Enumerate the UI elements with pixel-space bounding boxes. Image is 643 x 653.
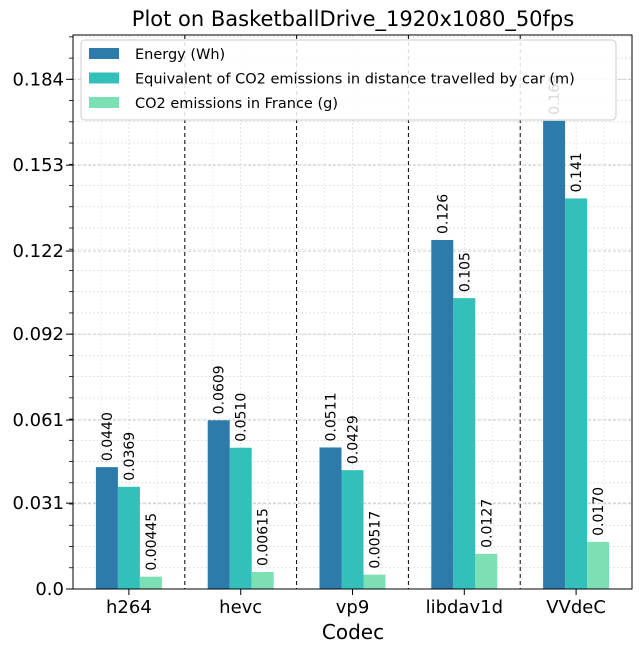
y-axis: 0.0 0.031 0.061 0.092 0.122 0.153 0.184 bbox=[12, 36, 73, 600]
bar bbox=[453, 298, 476, 589]
bar-value-label: 0.0429 bbox=[346, 415, 362, 464]
legend-swatch bbox=[89, 48, 119, 59]
bar bbox=[565, 198, 588, 589]
x-tick-label: vp9 bbox=[336, 597, 370, 618]
legend-label: Energy (Wh) bbox=[135, 47, 225, 63]
bar bbox=[207, 420, 230, 589]
x-tick-label: VVdeC bbox=[546, 597, 606, 618]
x-axis-title: Codec bbox=[322, 620, 384, 644]
y-tick-label: 0.092 bbox=[12, 324, 64, 345]
bar-value-label: 0.0170 bbox=[591, 487, 607, 536]
bar bbox=[341, 470, 364, 589]
y-tick-label: 0.0 bbox=[35, 579, 64, 600]
x-axis: h264 hevc vp9 libdav1d VVdeC bbox=[106, 589, 606, 618]
bar-value-label: 0.0369 bbox=[122, 432, 138, 481]
bar-value-label: 0.0609 bbox=[212, 365, 228, 414]
bar bbox=[431, 239, 454, 590]
bar bbox=[319, 447, 342, 589]
bar bbox=[475, 553, 498, 589]
legend-box bbox=[80, 39, 617, 121]
bar-value-label: 0.0440 bbox=[100, 412, 116, 461]
bar bbox=[117, 486, 140, 589]
bar bbox=[543, 120, 566, 590]
bar bbox=[363, 574, 386, 589]
y-tick-label: 0.122 bbox=[12, 241, 64, 262]
x-tick-label: hevc bbox=[219, 597, 262, 618]
chart-title: Plot on BasketballDrive_1920x1080_50fps bbox=[132, 7, 574, 32]
bar-value-label: 0.00517 bbox=[368, 511, 384, 569]
x-tick-label: h264 bbox=[106, 597, 152, 618]
bar bbox=[229, 447, 252, 589]
bar bbox=[139, 576, 162, 589]
bar-value-label: 0.0127 bbox=[479, 499, 495, 548]
bar bbox=[95, 467, 118, 589]
bar-value-label: 0.126 bbox=[435, 194, 451, 234]
y-tick-label: 0.184 bbox=[12, 69, 64, 90]
bar-value-label: 0.0510 bbox=[234, 393, 250, 442]
legend-swatch bbox=[89, 72, 119, 84]
x-tick-label: libdav1d bbox=[426, 597, 503, 618]
y-tick-label: 0.031 bbox=[12, 493, 64, 514]
bar-value-label: 0.00615 bbox=[256, 508, 272, 566]
bar-value-label: 0.141 bbox=[569, 152, 585, 192]
y-tick-label: 0.061 bbox=[12, 410, 64, 431]
bar-value-label: 0.00445 bbox=[144, 513, 160, 571]
legend-swatch bbox=[89, 97, 119, 108]
legend: Energy (Wh) Equivalent of CO2 emissions i… bbox=[80, 39, 617, 121]
y-tick-label: 0.153 bbox=[12, 155, 64, 176]
bars bbox=[95, 120, 610, 590]
legend-label: CO2 emissions in France (g) bbox=[135, 96, 338, 112]
bar-value-label: 0.0511 bbox=[324, 392, 340, 441]
bar bbox=[251, 571, 274, 589]
legend-label: Equivalent of CO2 emissions in distance … bbox=[135, 72, 575, 88]
bar bbox=[587, 541, 610, 589]
bar-value-label: 0.105 bbox=[457, 252, 473, 292]
